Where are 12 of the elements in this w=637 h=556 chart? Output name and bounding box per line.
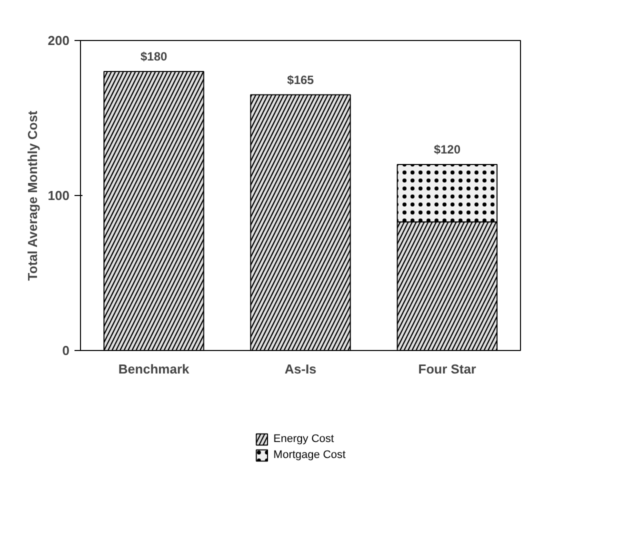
y-tick-label: 0 bbox=[62, 343, 70, 358]
y-tick-label: 100 bbox=[48, 188, 70, 203]
legend-label: Mortgage Cost bbox=[273, 449, 346, 462]
legend-label: Energy Cost bbox=[273, 433, 334, 446]
x-tick-label: Benchmark bbox=[118, 362, 190, 376]
total-label: $165 bbox=[287, 72, 314, 87]
total-label: $180 bbox=[140, 50, 168, 64]
x-tick-label: Four Star bbox=[418, 362, 476, 376]
y-tick-label: 200 bbox=[48, 33, 70, 48]
total-label: $120 bbox=[434, 142, 461, 156]
x-tick-label: As-Is bbox=[284, 362, 316, 376]
y-axis-title: Total Average Monthly Cost bbox=[24, 110, 40, 281]
